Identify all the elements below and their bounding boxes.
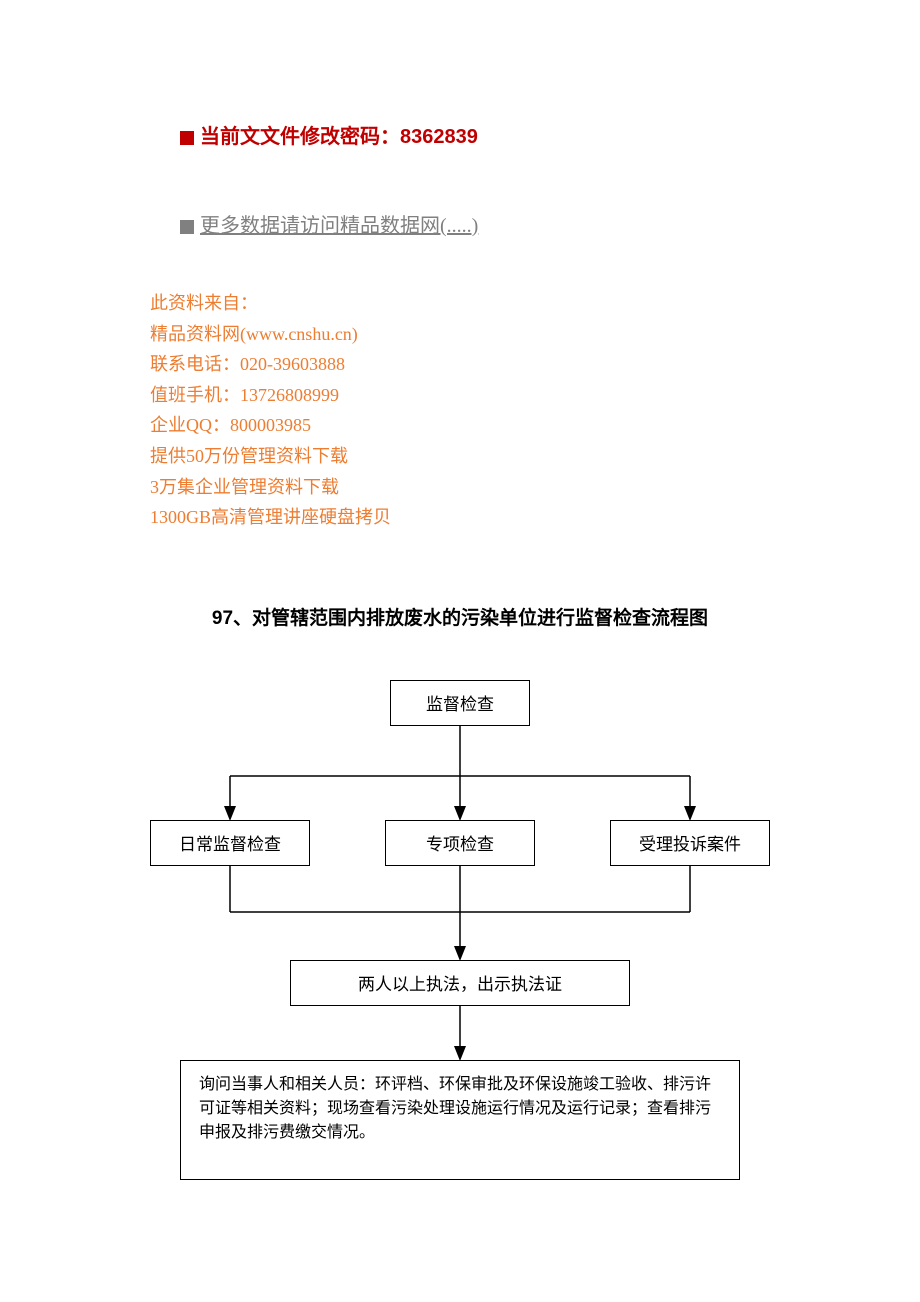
bullet-gray-icon bbox=[180, 220, 194, 234]
header-line2-text: 更多数据请访问精品数据网(.....) bbox=[200, 215, 478, 237]
flow-node-label: 监督检查 bbox=[426, 690, 494, 715]
header-more-data-line: 更多数据请访问精品数据网(.....) bbox=[180, 209, 770, 238]
bullet-red-icon bbox=[180, 131, 194, 145]
flow-node-label: 两人以上执法，出示执法证 bbox=[358, 970, 562, 995]
flow-node-label: 日常监督检查 bbox=[179, 830, 281, 855]
info-line: 联系电话：020-39603888 bbox=[150, 349, 770, 380]
flowchart-container: 监督检查 日常监督检查 专项检查 受理投诉案件 两人以上执法，出示执法证 询问当… bbox=[150, 680, 770, 1200]
header-line1-prefix: 当前文文件修改密码： bbox=[200, 126, 400, 148]
flow-node-special-check: 专项检查 bbox=[385, 820, 535, 866]
info-line: 精品资料网(www.cnshu.cn) bbox=[150, 319, 770, 350]
flow-node-label: 专项检查 bbox=[426, 830, 494, 855]
info-line: 3万集企业管理资料下载 bbox=[150, 472, 770, 503]
source-info-block: 此资料来自： 精品资料网(www.cnshu.cn) 联系电话：020-3960… bbox=[150, 288, 770, 533]
info-line: 提供50万份管理资料下载 bbox=[150, 441, 770, 472]
flow-node-daily-check: 日常监督检查 bbox=[150, 820, 310, 866]
flow-node-enforcement: 两人以上执法，出示执法证 bbox=[290, 960, 630, 1006]
flow-node-label: 受理投诉案件 bbox=[639, 830, 741, 855]
info-line: 企业QQ：800003985 bbox=[150, 410, 770, 441]
info-line: 1300GB高清管理讲座硬盘拷贝 bbox=[150, 502, 770, 533]
flow-node-complaint: 受理投诉案件 bbox=[610, 820, 770, 866]
flow-node-top: 监督检查 bbox=[390, 680, 530, 726]
header-password-line: 当前文文件修改密码：8362839 bbox=[180, 120, 770, 149]
header-line1-password: 8362839 bbox=[400, 126, 478, 148]
info-line: 此资料来自： bbox=[150, 288, 770, 319]
info-line: 值班手机：13726808999 bbox=[150, 380, 770, 411]
section-title: 97、对管辖范围内排放废水的污染单位进行监督检查流程图 bbox=[150, 603, 770, 630]
flow-node-detail: 询问当事人和相关人员：环评档、环保审批及环保设施竣工验收、排污许可证等相关资料；… bbox=[180, 1060, 740, 1180]
flow-node-label: 询问当事人和相关人员：环评档、环保审批及环保设施竣工验收、排污许可证等相关资料；… bbox=[199, 1073, 721, 1145]
